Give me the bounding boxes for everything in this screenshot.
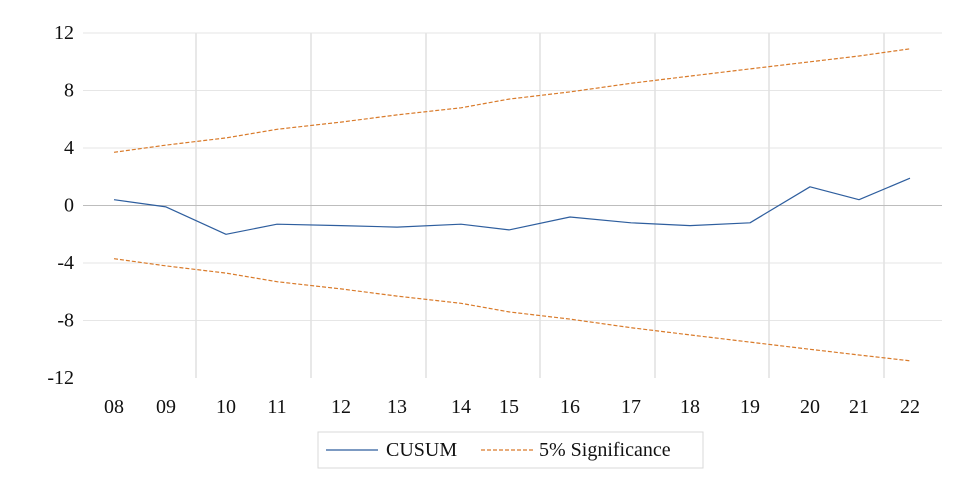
lower-significance-line [113, 258, 911, 362]
y-tick-label: -4 [57, 252, 74, 274]
x-tick-label: 15 [499, 396, 519, 418]
x-tick-label: 20 [800, 396, 820, 418]
series-lines [113, 48, 911, 362]
x-tick-label: 17 [621, 396, 641, 418]
x-tick-label: 16 [560, 396, 580, 418]
legend-label-significance: 5% Significance [539, 439, 671, 461]
x-tick-label: 11 [267, 396, 286, 418]
x-tick-label: 09 [156, 396, 176, 418]
x-tick-label: 19 [740, 396, 760, 418]
x-tick-label: 22 [900, 396, 920, 418]
y-axis-ticks: 12 8 4 0 -4 -8 -12 [47, 22, 74, 389]
x-tick-label: 18 [680, 396, 700, 418]
x-axis-ticks: 08 09 10 11 12 13 14 15 16 17 18 19 20 21 22 [104, 396, 920, 418]
y-tick-label: 12 [54, 22, 74, 44]
legend-label-cusum: CUSUM [386, 439, 457, 461]
x-tick-label: 08 [104, 396, 124, 418]
cusum-line [113, 177, 911, 235]
y-tick-label: 4 [64, 137, 74, 159]
y-tick-label: 0 [64, 195, 74, 217]
x-tick-label: 13 [387, 396, 407, 418]
x-tick-label: 21 [849, 396, 869, 418]
legend: CUSUM 5% Significance [317, 431, 704, 469]
upper-significance-line [113, 48, 911, 153]
x-tick-label: 12 [331, 396, 351, 418]
x-tick-label: 10 [216, 396, 236, 418]
x-tick-label: 14 [451, 396, 471, 418]
legend-box [317, 431, 704, 469]
y-tick-label: -8 [57, 310, 74, 332]
y-tick-label: -12 [47, 367, 74, 389]
y-tick-label: 8 [64, 80, 74, 102]
